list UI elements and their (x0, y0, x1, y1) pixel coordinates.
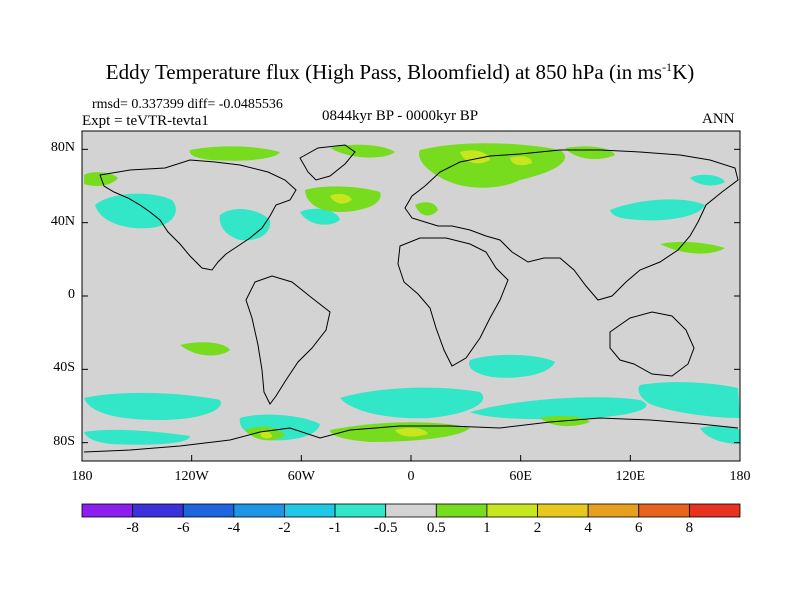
lon-tick-label: 180 (71, 469, 93, 484)
positive-anomaly-region (189, 146, 280, 161)
lat-tick-label: 40S (53, 360, 75, 376)
negative-anomaly-region (638, 382, 740, 418)
colorbar-swatch (233, 503, 285, 518)
colorbar-swatch (182, 503, 235, 518)
colorbar-swatch (587, 503, 640, 518)
colorbar-swatch (688, 503, 741, 518)
positive-anomaly-region (415, 202, 438, 216)
lon-tick-label: 60E (509, 469, 532, 484)
coastline-australia (609, 311, 695, 377)
negative-anomaly-region (690, 174, 725, 186)
period-label: 0844kyr BP - 0000kyr BP (322, 108, 479, 124)
strong-positive-region (330, 193, 352, 204)
colorbar-label: -0.5 (373, 520, 398, 536)
colorbar-swatch (385, 503, 437, 518)
colorbar-swatch (486, 503, 538, 518)
colorbar-swatch (81, 503, 134, 518)
lon-tick-label: 0 (407, 469, 415, 484)
strong-positive-region (260, 431, 272, 439)
colorbar-swatch (132, 503, 184, 518)
map-title: Eddy Temperature flux (High Pass, Bloomf… (105, 60, 695, 84)
coastline-greenland (299, 144, 356, 181)
colorbar-swatch (537, 503, 589, 518)
lon-tick-label: 120W (174, 469, 209, 484)
negative-anomaly-region (610, 199, 705, 221)
lat-tick-label: 0 (68, 287, 75, 302)
negative-anomaly-region (95, 193, 176, 229)
lon-tick-label: 120E (615, 469, 646, 484)
lat-tick-label: 40N (50, 213, 75, 229)
positive-anomaly-region (180, 342, 230, 356)
negative-anomaly-region (470, 397, 647, 420)
colorbar-label: 2 (533, 520, 542, 536)
experiment-label: Expt = teVTR-tevta1 (82, 113, 209, 129)
negative-anomaly-region (84, 392, 221, 420)
season-label: ANN (702, 111, 735, 127)
colorbar (81, 503, 741, 518)
anomaly-fields (84, 143, 740, 445)
lat-tick-label: 80N (50, 140, 75, 156)
coastlines (83, 144, 739, 453)
negative-anomaly-region (219, 208, 271, 241)
lat-tick-label: 80S (53, 433, 75, 449)
negative-anomaly-region (84, 429, 190, 445)
colorbar-label: -1 (328, 520, 342, 536)
strong-positive-region (395, 427, 428, 437)
negative-anomaly-region (340, 387, 484, 419)
colorbar-label: -8 (126, 520, 139, 536)
colorbar-label: -2 (278, 520, 291, 536)
coastline-north-america (99, 159, 297, 271)
stats-text: rmsd= 0.337399 diff= -0.0485536 (92, 97, 283, 112)
colorbar-label: -4 (227, 520, 241, 536)
negative-anomaly-region (700, 425, 740, 444)
colorbar-label: 4 (584, 520, 592, 536)
colorbar-label: 6 (635, 520, 643, 536)
lon-tick-label: 60W (287, 469, 315, 484)
positive-anomaly-region (419, 143, 566, 188)
coastline-south-america (245, 275, 331, 405)
colorbar-swatch (435, 503, 488, 518)
longitude-ticks (81, 455, 741, 461)
coastline-africa (397, 237, 509, 367)
positive-anomaly-region (330, 144, 395, 158)
colorbar-label: 8 (685, 520, 694, 536)
strong-positive-region (510, 156, 532, 166)
lon-tick-label: 180 (729, 469, 751, 484)
colorbar-label: -6 (176, 520, 190, 536)
coastline-antarctica (83, 417, 739, 453)
coastline-eurasia (404, 149, 739, 301)
latitude-ticks (82, 148, 740, 444)
positive-anomaly-region (660, 241, 725, 254)
colorbar-label: 1 (483, 520, 491, 536)
colorbar-swatch (638, 503, 690, 518)
colorbar-swatch (334, 503, 387, 518)
negative-anomaly-region (300, 208, 340, 225)
negative-anomaly-region (469, 354, 555, 378)
colorbar-label: 0.5 (426, 520, 446, 536)
colorbar-swatch (284, 503, 336, 518)
